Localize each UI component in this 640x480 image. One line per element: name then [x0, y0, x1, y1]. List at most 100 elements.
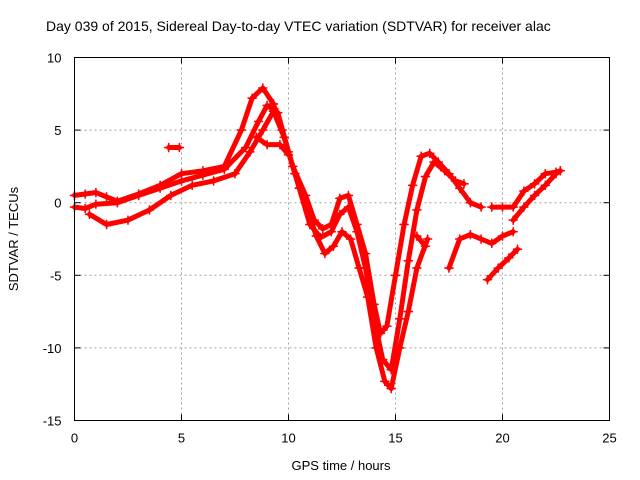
- data-point: [412, 231, 422, 241]
- data-point: [362, 292, 373, 302]
- series-band: [87, 108, 431, 392]
- data-point: [454, 234, 465, 244]
- data-point: [476, 202, 486, 212]
- data-point: [394, 314, 405, 324]
- data-point: [420, 171, 431, 182]
- x-tick-label: 20: [495, 431, 509, 446]
- data-point: [465, 229, 476, 240]
- data-point: [91, 199, 101, 209]
- data-point: [247, 93, 257, 103]
- data-point: [176, 176, 187, 186]
- data-point: [487, 238, 497, 249]
- axis-ticks: 0 5 10 15 20 25 -15 -10 -5 0 5 10: [43, 51, 617, 446]
- data-point: [80, 203, 90, 214]
- data-point: [262, 139, 272, 150]
- series-track-e: [251, 132, 294, 160]
- data-point: [166, 190, 176, 201]
- y-tick-label: 10: [47, 51, 61, 66]
- data-point: [275, 139, 285, 150]
- data-point: [262, 100, 272, 111]
- data-point: [320, 248, 330, 259]
- x-axis-label: GPS time / hours: [292, 458, 391, 473]
- data-point: [133, 190, 144, 201]
- data-point: [208, 176, 219, 186]
- data-point: [422, 234, 433, 244]
- data-point: [101, 219, 112, 230]
- data-point: [311, 231, 322, 241]
- data-point: [84, 209, 95, 220]
- data-point: [394, 343, 405, 353]
- data-point: [371, 343, 382, 353]
- grid-lines: [74, 57, 610, 421]
- data-point: [540, 168, 551, 179]
- y-tick-label: -5: [50, 268, 62, 283]
- series-track-c: [84, 106, 433, 394]
- data-point: [380, 376, 390, 387]
- data-point: [382, 321, 392, 331]
- series-band: [414, 233, 428, 249]
- series-track-b: [69, 100, 469, 375]
- data-point: [444, 263, 454, 273]
- data-point: [328, 241, 339, 252]
- data-point: [335, 209, 345, 220]
- data-point: [354, 263, 364, 273]
- data-point: [335, 193, 345, 204]
- series-band: [253, 134, 291, 158]
- data-point: [290, 168, 300, 179]
- data-point: [512, 244, 523, 254]
- x-tick-label: 25: [602, 431, 616, 446]
- data-point: [345, 234, 356, 244]
- series-track-f: [412, 231, 431, 252]
- y-tick-label: -10: [43, 341, 62, 356]
- data-point: [482, 274, 493, 285]
- data-point: [487, 202, 497, 212]
- data-point: [529, 190, 540, 201]
- series-track-d: [163, 142, 185, 153]
- data-point: [454, 183, 465, 193]
- x-tick-label: 15: [388, 431, 402, 446]
- data-point: [529, 179, 540, 189]
- series-track-g: [444, 226, 518, 273]
- data-point: [386, 383, 397, 394]
- x-tick-label: 0: [71, 431, 78, 446]
- data-point: [258, 83, 268, 93]
- chart-title: Day 039 of 2015, Sidereal Day-to-day VTE…: [46, 18, 551, 34]
- data-point: [555, 165, 566, 176]
- data-point: [508, 215, 518, 225]
- data-point: [424, 148, 435, 159]
- data-point: [317, 224, 328, 234]
- x-tick-label: 10: [281, 431, 295, 446]
- data-point: [337, 226, 347, 237]
- data-point: [251, 132, 262, 143]
- data-point: [476, 234, 486, 244]
- data-point: [420, 241, 431, 252]
- data-point: [343, 190, 354, 201]
- data-point: [302, 205, 313, 215]
- data-point: [439, 165, 450, 176]
- data-point: [112, 197, 123, 208]
- data-point: [352, 226, 362, 237]
- y-tick-label: 0: [54, 196, 61, 211]
- series-track-h: [482, 244, 523, 285]
- data-point: [403, 255, 414, 266]
- y-tick-label: 5: [54, 123, 61, 138]
- data-point: [245, 147, 255, 157]
- data-point: [508, 226, 518, 237]
- data-point: [163, 142, 174, 153]
- data-point: [198, 170, 208, 180]
- data-point: [390, 270, 401, 281]
- data-point: [493, 263, 504, 273]
- data-point: [268, 106, 279, 117]
- data-point: [236, 125, 247, 135]
- data-point: [219, 164, 230, 175]
- data-point: [412, 205, 422, 215]
- plot-frame: [74, 57, 610, 421]
- series-track-j: [508, 165, 566, 225]
- data-point: [123, 215, 133, 225]
- data-point: [504, 253, 514, 263]
- data-series: [69, 83, 566, 394]
- data-point: [253, 116, 264, 127]
- data-point: [497, 231, 508, 241]
- data-point: [429, 157, 439, 167]
- data-point: [519, 186, 529, 196]
